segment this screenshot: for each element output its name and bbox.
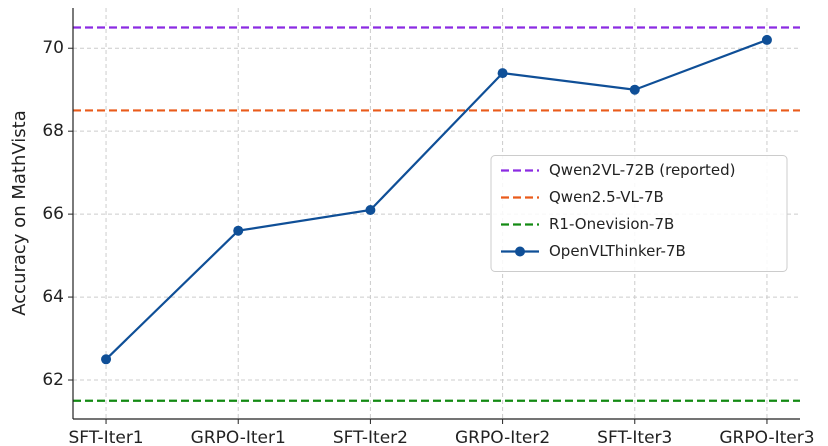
y-axis-label: Accuracy on MathVista — [9, 110, 30, 315]
y-tick-label: 66 — [42, 204, 64, 224]
x-tick-label: GRPO-Iter3 — [719, 428, 814, 446]
point — [629, 84, 640, 95]
x-tick-label: SFT-Iter2 — [333, 428, 408, 446]
legend-box — [490, 155, 788, 272]
legend-label: R1-Onevision-7B — [549, 215, 674, 233]
y-tick-label: 70 — [42, 38, 64, 58]
point — [761, 34, 772, 45]
point — [233, 225, 244, 236]
x-tick-label: GRPO-Iter1 — [191, 428, 286, 446]
point — [497, 68, 508, 79]
y-tick-label: 64 — [42, 287, 64, 307]
legend-label: Qwen2.5-VL-7B — [549, 188, 664, 206]
x-tick-label: SFT-Iter1 — [68, 428, 143, 446]
y-tick-label: 68 — [42, 121, 64, 141]
series-line — [105, 38, 768, 361]
x-tick-label: GRPO-Iter2 — [455, 428, 550, 446]
point — [365, 204, 376, 215]
y-tick-label: 62 — [42, 370, 64, 390]
legend-label: OpenVLThinker-7B — [549, 242, 686, 260]
x-tick-label: SFT-Iter3 — [597, 428, 672, 446]
legend-marker — [515, 246, 525, 257]
legend-label: Qwen2VL-72B (reported) — [549, 161, 736, 179]
point — [101, 354, 112, 365]
